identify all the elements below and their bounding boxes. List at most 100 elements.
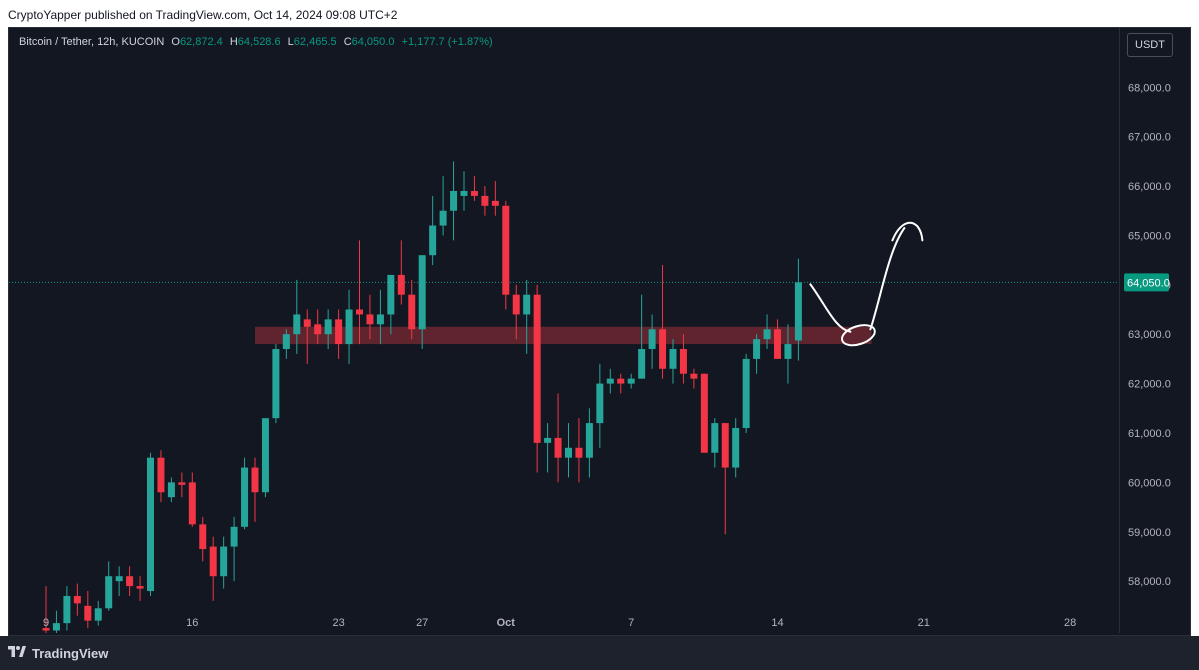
y-tick-label: 68,000.0 xyxy=(1128,82,1171,94)
candle xyxy=(147,452,154,596)
candle-body xyxy=(220,546,228,577)
candle xyxy=(606,368,614,394)
candle xyxy=(679,334,687,384)
candle-body xyxy=(199,524,207,550)
footer-brand: TradingView xyxy=(32,646,109,661)
candle-body xyxy=(52,623,60,631)
high-value: 64,528.6 xyxy=(237,36,281,48)
candle-body xyxy=(690,373,698,379)
footer-bar: TradingView xyxy=(0,636,1199,670)
x-tick-label: 9 xyxy=(43,617,49,629)
open-label: O xyxy=(171,36,180,48)
symbol-label[interactable]: Bitcoin / Tether, 12h, KUCOIN xyxy=(19,36,165,48)
candle-body xyxy=(408,294,416,330)
candle xyxy=(429,195,437,266)
candle-body xyxy=(241,467,249,527)
candle-body xyxy=(157,457,165,493)
y-tick-label: 65,000.0 xyxy=(1128,230,1171,242)
high-label: H xyxy=(229,36,238,48)
candle xyxy=(627,373,635,389)
candle xyxy=(565,423,572,478)
candle-body xyxy=(188,482,196,525)
candle-body xyxy=(376,314,384,325)
candle xyxy=(523,279,531,354)
price-axis[interactable]: 58,000.0 59,000.0 60,000.0 61,000.0 62,000.0… xyxy=(1119,28,1190,633)
open-value: 62,872.4 xyxy=(179,36,223,48)
candle-body xyxy=(209,546,217,577)
candle xyxy=(387,274,395,335)
candle-body xyxy=(648,329,656,350)
candle xyxy=(544,423,552,473)
candle-body xyxy=(575,447,583,458)
candle xyxy=(84,591,92,629)
candle xyxy=(178,472,186,498)
candle xyxy=(335,309,343,359)
currency-button[interactable]: USDT xyxy=(1127,33,1173,57)
candle xyxy=(481,186,489,216)
candle-body xyxy=(721,423,729,468)
candle-body xyxy=(303,319,311,327)
candle-body xyxy=(659,329,667,369)
candle xyxy=(585,408,593,478)
candle-body xyxy=(669,349,677,369)
candle xyxy=(105,561,113,611)
candle xyxy=(450,161,458,241)
change-value: +1,177.7 (+1.87%) xyxy=(401,36,493,48)
low-value: 62,465.5 xyxy=(293,36,337,48)
candle-body xyxy=(126,576,134,587)
candle xyxy=(418,255,426,350)
candle xyxy=(376,289,384,345)
candle-body xyxy=(251,467,259,493)
candle xyxy=(512,284,520,340)
candle xyxy=(784,324,792,384)
low-label: L xyxy=(287,36,294,48)
candle-body xyxy=(679,349,687,374)
candle-body xyxy=(491,200,499,206)
candle xyxy=(460,171,468,211)
candle xyxy=(753,334,761,374)
candle-body xyxy=(42,628,50,631)
candle-body xyxy=(450,190,458,211)
y-tick-label: 67,000.0 xyxy=(1128,132,1171,144)
candle-body xyxy=(544,437,552,443)
candle-body xyxy=(596,383,604,424)
candle-body xyxy=(94,608,102,621)
candle-body xyxy=(314,324,322,335)
candle xyxy=(721,423,729,535)
candle xyxy=(345,289,353,364)
candle-body xyxy=(554,437,562,458)
chart-panel[interactable]: 9 16 23 27 Oct 7 14 21 28 58,000.0 59,000.0 60,000… xyxy=(8,27,1191,636)
candle-body xyxy=(512,294,520,315)
candle xyxy=(324,309,332,350)
candle-body xyxy=(136,586,144,589)
candle-body xyxy=(429,225,437,256)
x-tick-label: 21 xyxy=(918,617,930,629)
candle xyxy=(261,418,269,498)
candle-body xyxy=(533,294,541,443)
candle-body xyxy=(324,319,332,335)
candle xyxy=(188,472,196,527)
candle xyxy=(732,418,740,478)
candle-body xyxy=(282,334,290,350)
close-value: 64,050.0 xyxy=(351,36,395,48)
candle-body xyxy=(63,595,71,624)
candle xyxy=(617,373,625,394)
last-price-tag xyxy=(1124,273,1169,292)
candle-body xyxy=(178,482,186,485)
candle xyxy=(52,610,60,633)
candle xyxy=(356,240,363,345)
last-price-label: 64,050.0 xyxy=(1127,277,1170,289)
candle-body xyxy=(105,576,113,609)
candle xyxy=(439,176,447,236)
x-tick-label: 7 xyxy=(628,617,634,629)
close-label: C xyxy=(343,36,352,48)
candle xyxy=(366,294,374,340)
candle xyxy=(167,477,175,503)
candle xyxy=(711,418,719,468)
candle-body xyxy=(397,274,405,295)
candle-body xyxy=(356,309,363,315)
price-plot[interactable]: 9 16 23 27 Oct 7 14 21 28 xyxy=(9,28,1119,633)
candle xyxy=(774,319,781,359)
candle xyxy=(157,450,165,503)
y-tick-label: 60,000.0 xyxy=(1128,477,1171,489)
